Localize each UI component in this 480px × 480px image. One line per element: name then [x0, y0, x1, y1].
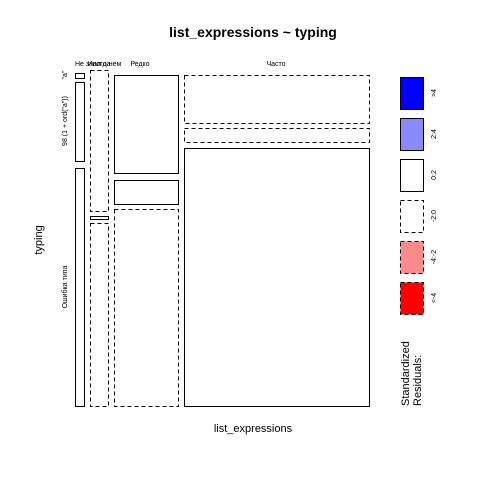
x-tick-label: Не знал о нем: [75, 61, 121, 68]
y-axis-title: typing: [33, 225, 45, 254]
legend-label: >4: [431, 89, 438, 97]
chart-title: list_expressions ~ typing: [169, 24, 337, 40]
legend-title-line1: Standardized: [400, 341, 412, 406]
legend-key: [400, 241, 424, 274]
mosaic-tile: [75, 168, 85, 407]
legend-label: 0:2: [431, 170, 438, 180]
y-tick-label: 98 (1 + ord("a")): [62, 96, 69, 146]
mosaic-tile: [184, 75, 370, 124]
legend-key: [400, 118, 424, 151]
y-tick-label: Ошибка типа: [61, 265, 69, 308]
legend-key: [400, 77, 424, 110]
x-tick-label: Часто: [266, 61, 285, 68]
x-axis-title: list_expressions: [214, 423, 293, 435]
legend-title-line2: Residuals:: [412, 355, 424, 406]
mosaic-tile: [114, 75, 179, 174]
x-tick-label: Редко: [130, 61, 149, 68]
mosaic-tile: [114, 209, 179, 407]
legend-key: [400, 282, 424, 315]
mosaic-tile: [184, 128, 370, 143]
legend-label: 2:4: [431, 129, 438, 139]
mosaic-tiles: [75, 70, 370, 407]
mosaic-tile: [75, 73, 85, 79]
legend-key: [400, 159, 424, 192]
legend-label: <-4: [431, 293, 438, 303]
mosaic-tile: [90, 70, 109, 212]
mosaic-tile: [114, 180, 179, 205]
legend-label: -2:0: [431, 210, 438, 222]
legend-key: [400, 200, 424, 233]
mosaic-tile: [90, 223, 109, 407]
y-tick-labels: "a" 98 (1 + ord("a")) Ошибка типа: [61, 70, 69, 308]
mosaic-tile: [75, 82, 85, 162]
x-tick-label: Иногда: [87, 61, 110, 68]
legend-label: -4:-2: [431, 250, 438, 265]
mosaic-tile: [90, 216, 109, 220]
y-tick-label: "a": [62, 70, 69, 79]
legend: >4 2:4 0:2 -2:0 -4:-2 <-4 Standardized Residu…: [400, 77, 438, 406]
mosaic-tile: [184, 148, 370, 407]
